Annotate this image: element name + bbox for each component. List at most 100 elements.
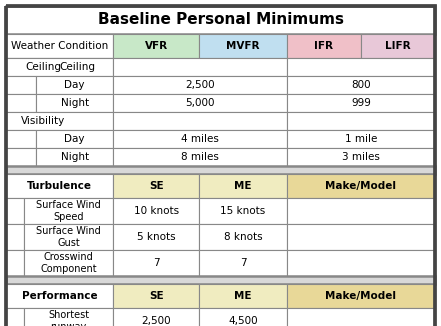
Bar (199, 174, 287, 198)
Bar (287, 130, 435, 148)
Bar (287, 34, 361, 58)
Bar (6, 130, 36, 148)
Bar (113, 112, 287, 130)
Text: 7: 7 (153, 258, 160, 268)
Bar (113, 224, 199, 250)
Bar (6, 34, 113, 58)
Text: VFR: VFR (145, 41, 168, 51)
Bar (199, 198, 287, 224)
Bar (24, 198, 113, 224)
Text: Surface Wind
Gust: Surface Wind Gust (36, 226, 101, 248)
Bar (287, 112, 435, 130)
Bar (199, 250, 287, 276)
Bar (113, 76, 287, 94)
Bar (199, 308, 287, 326)
Bar (24, 224, 113, 250)
Bar (6, 284, 113, 308)
Text: Baseline Personal Minimums: Baseline Personal Minimums (97, 12, 344, 27)
Text: Day: Day (64, 80, 85, 90)
Text: Performance: Performance (22, 291, 97, 301)
Bar (287, 58, 435, 76)
Bar (36, 94, 113, 112)
Bar (6, 112, 113, 130)
Text: 1 mile: 1 mile (345, 134, 377, 144)
Text: 5,000: 5,000 (185, 98, 215, 108)
Bar (199, 284, 287, 308)
Bar (6, 58, 113, 76)
Bar (287, 308, 435, 326)
Text: Night: Night (60, 152, 89, 162)
Bar (24, 250, 113, 276)
Text: IFR: IFR (314, 41, 333, 51)
Text: Make/Model: Make/Model (325, 181, 396, 191)
Bar (6, 58, 113, 76)
Bar (113, 148, 287, 166)
Bar (113, 250, 199, 276)
Text: Visibility: Visibility (22, 116, 66, 126)
Bar (6, 250, 24, 276)
Bar (24, 308, 113, 326)
Bar (36, 148, 113, 166)
Text: 4,500: 4,500 (228, 316, 258, 326)
Bar (113, 130, 287, 148)
Bar (287, 94, 435, 112)
Text: Surface Wind
Speed: Surface Wind Speed (36, 200, 101, 222)
Text: Day: Day (64, 134, 85, 144)
Text: 2,500: 2,500 (185, 80, 215, 90)
Text: Ceiling: Ceiling (26, 62, 62, 72)
Text: 8 knots: 8 knots (224, 232, 262, 242)
Text: 7: 7 (239, 258, 246, 268)
Bar (113, 284, 199, 308)
Bar (287, 76, 435, 94)
Bar (6, 308, 24, 326)
Text: MVFR: MVFR (226, 41, 260, 51)
Text: ME: ME (234, 291, 252, 301)
Text: 5 knots: 5 knots (137, 232, 176, 242)
Bar (113, 94, 287, 112)
Bar (287, 174, 435, 198)
Bar (287, 224, 435, 250)
Bar (6, 174, 113, 198)
Bar (6, 276, 435, 284)
Text: Make/Model: Make/Model (325, 291, 396, 301)
Text: 3 miles: 3 miles (342, 152, 380, 162)
Bar (287, 148, 435, 166)
Bar (6, 76, 36, 94)
Text: 15 knots: 15 knots (220, 206, 265, 216)
Bar (6, 224, 24, 250)
Bar (113, 58, 287, 76)
Text: SE: SE (149, 291, 164, 301)
Bar (6, 6, 435, 34)
Text: 8 miles: 8 miles (181, 152, 219, 162)
Bar (36, 76, 113, 94)
Text: Crosswind
Component: Crosswind Component (40, 252, 97, 274)
Bar (287, 250, 435, 276)
Bar (287, 284, 435, 308)
Text: 4 miles: 4 miles (181, 134, 219, 144)
Bar (199, 34, 287, 58)
Bar (113, 174, 199, 198)
Text: ME: ME (234, 181, 252, 191)
Text: 999: 999 (351, 98, 371, 108)
Text: LIFR: LIFR (385, 41, 411, 51)
Text: 2,500: 2,500 (141, 316, 171, 326)
Text: Night: Night (60, 98, 89, 108)
Text: Ceiling: Ceiling (60, 62, 96, 72)
Text: SE: SE (149, 181, 164, 191)
Bar (6, 198, 24, 224)
Bar (199, 224, 287, 250)
Bar (6, 94, 36, 112)
Bar (113, 308, 199, 326)
Bar (36, 130, 113, 148)
Bar (113, 34, 199, 58)
Text: Shortest
runway: Shortest runway (48, 310, 89, 326)
Text: 800: 800 (351, 80, 371, 90)
Bar (113, 198, 199, 224)
Bar (6, 148, 36, 166)
Text: Turbulence: Turbulence (27, 181, 92, 191)
Bar (287, 198, 435, 224)
Text: 10 knots: 10 knots (134, 206, 179, 216)
Bar (361, 34, 435, 58)
Bar (6, 166, 435, 174)
Text: Weather Condition: Weather Condition (11, 41, 108, 51)
